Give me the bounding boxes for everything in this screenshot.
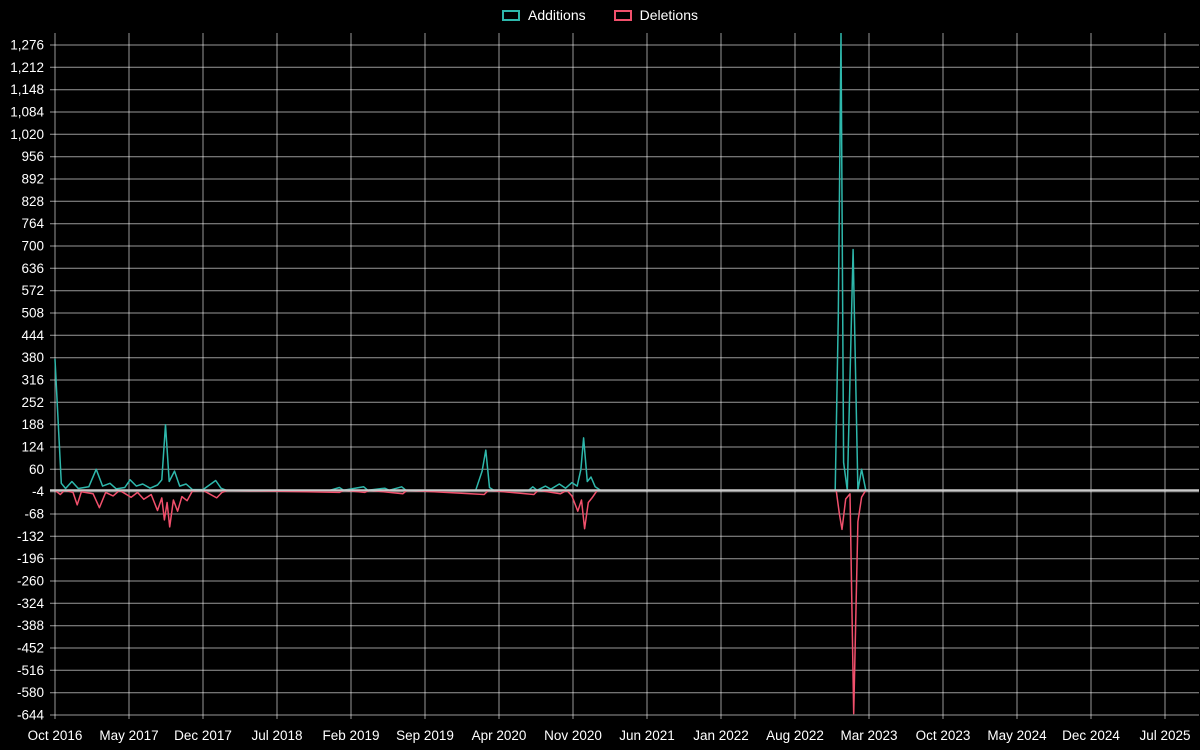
y-tick-label: 1,276 bbox=[10, 38, 44, 53]
y-tick-label: 124 bbox=[21, 440, 44, 455]
y-tick-label: 316 bbox=[21, 373, 44, 388]
y-tick-label: -452 bbox=[17, 641, 44, 656]
y-tick-label: -516 bbox=[17, 663, 44, 678]
series-group bbox=[54, 33, 1187, 715]
x-tick-label: Dec 2017 bbox=[174, 728, 232, 743]
y-tick-label: 380 bbox=[21, 350, 44, 365]
legend-label-additions: Additions bbox=[528, 7, 586, 23]
x-tick-label: May 2024 bbox=[987, 728, 1047, 743]
y-tick-label: 700 bbox=[21, 239, 44, 254]
x-tick-label: Jan 2022 bbox=[693, 728, 749, 743]
y-tick-label: 1,084 bbox=[10, 105, 44, 120]
y-tick-label: 636 bbox=[21, 261, 44, 276]
y-tick-label: -644 bbox=[17, 708, 45, 723]
y-tick-label: 572 bbox=[21, 283, 44, 298]
y-tick-label: 252 bbox=[21, 395, 44, 410]
y-tick-label: -388 bbox=[17, 618, 44, 633]
y-tick-label: -68 bbox=[24, 507, 44, 522]
y-tick-label: -132 bbox=[17, 529, 44, 544]
x-tick-label: Jul 2025 bbox=[1139, 728, 1190, 743]
legend-label-deletions: Deletions bbox=[639, 7, 698, 23]
y-tick-label: 1,148 bbox=[10, 82, 44, 97]
x-tick-label: Aug 2022 bbox=[766, 728, 824, 743]
y-tick-label: 188 bbox=[21, 417, 44, 432]
y-tick-label: -260 bbox=[17, 574, 44, 589]
x-tick-label: Mar 2023 bbox=[840, 728, 897, 743]
x-tick-label: Sep 2019 bbox=[396, 728, 454, 743]
y-tick-label: -580 bbox=[17, 685, 44, 700]
series-line-deletions bbox=[54, 489, 1187, 715]
x-tick-label: Oct 2016 bbox=[28, 728, 83, 743]
y-tick-label: 764 bbox=[21, 216, 44, 231]
y-tick-label: 1,212 bbox=[10, 60, 44, 75]
x-tick-label: Oct 2023 bbox=[916, 728, 971, 743]
y-tick-label: 60 bbox=[29, 462, 44, 477]
x-tick-label: May 2017 bbox=[99, 728, 158, 743]
legend-swatch-deletions bbox=[613, 9, 632, 21]
y-tick-label: 444 bbox=[21, 328, 44, 343]
y-tick-label: 1,020 bbox=[10, 127, 44, 142]
y-tick-label: -324 bbox=[17, 596, 45, 611]
x-tick-label: Feb 2019 bbox=[322, 728, 379, 743]
x-tick-label: Nov 2020 bbox=[544, 728, 602, 743]
y-tick-label: 508 bbox=[21, 306, 44, 321]
legend-item-deletions[interactable]: Deletions bbox=[613, 7, 698, 23]
legend-swatch-additions bbox=[502, 9, 521, 21]
y-tick-label: 956 bbox=[21, 149, 44, 164]
y-tick-label: -196 bbox=[17, 551, 44, 566]
x-tick-label: Dec 2024 bbox=[1062, 728, 1120, 743]
legend-item-additions[interactable]: Additions bbox=[502, 7, 586, 23]
y-tick-label: -4 bbox=[32, 484, 44, 499]
series-line-additions bbox=[54, 33, 1187, 492]
x-tick-label: Apr 2020 bbox=[472, 728, 527, 743]
y-tick-label: 892 bbox=[21, 172, 44, 187]
x-tick-label: Jun 2021 bbox=[619, 728, 675, 743]
x-tick-label: Jul 2018 bbox=[251, 728, 302, 743]
y-tick-label: 828 bbox=[21, 194, 44, 209]
chart-legend: Additions Deletions bbox=[0, 7, 1200, 23]
